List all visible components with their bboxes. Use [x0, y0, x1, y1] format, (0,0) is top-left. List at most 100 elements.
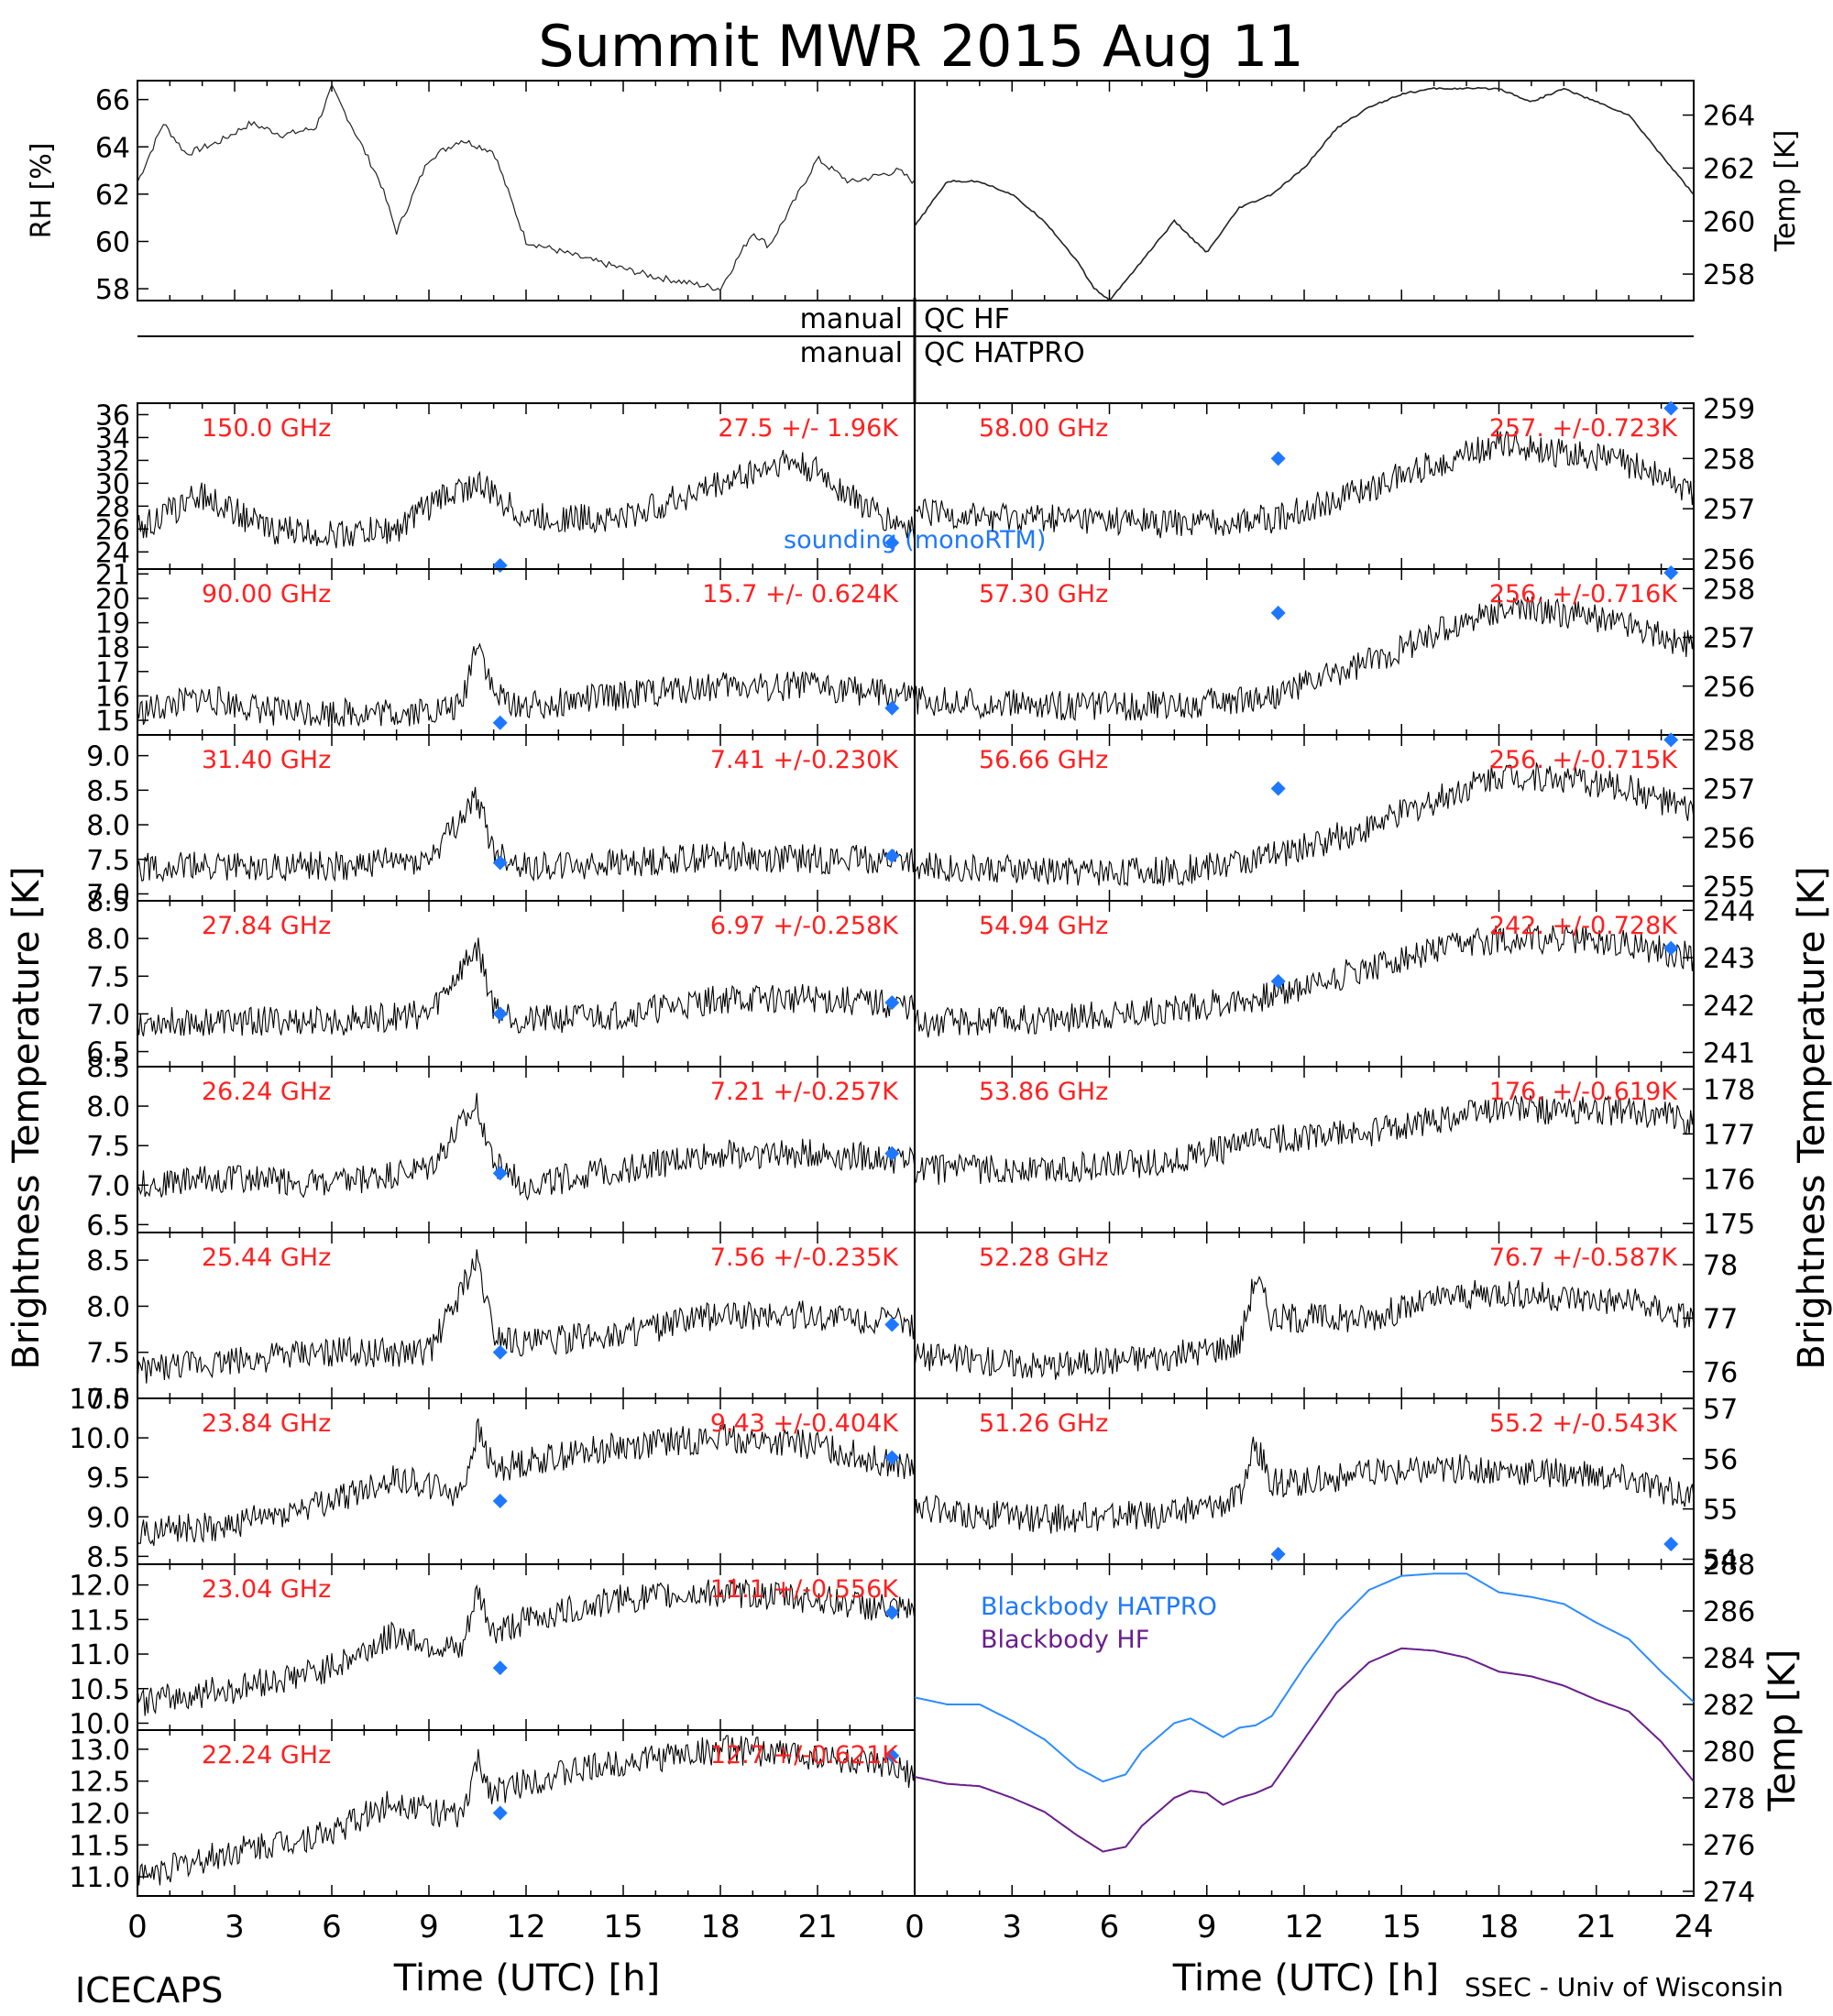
- sounding-marker: [1663, 732, 1679, 748]
- series-line-hf: [914, 1647, 1695, 1853]
- sounding-marker: [1663, 565, 1679, 580]
- sounding-marker: [884, 1605, 900, 1620]
- footer-right: SSEC - Univ of Wisconsin: [1465, 1972, 1784, 2002]
- sounding-marker: [1270, 1547, 1286, 1562]
- y-tick-label: 8.5: [86, 775, 130, 807]
- footer-left: ICECAPS: [75, 1970, 223, 2011]
- sounding-marker: [1270, 451, 1286, 466]
- frequency-label: 52.28 GHz: [979, 1244, 1108, 1272]
- data-trace: [914, 1436, 1695, 1534]
- y-tick-label: 7.0: [86, 879, 130, 911]
- panel-R7: 54 55 56 57 51.26 GHz 55.2 +/-0.543K: [914, 1394, 1738, 1577]
- x-tick-label: 6: [1100, 1909, 1120, 1945]
- panel-L8: 10.010.511.011.512.0 23.04 GHz 11.1 +/-0.5…: [69, 1563, 916, 1740]
- x-tick-label: 9: [419, 1909, 439, 1945]
- y-tick-label: 8.5: [86, 886, 130, 918]
- x-tick-label: 3: [225, 1909, 245, 1945]
- y-tick-label: 18: [95, 632, 130, 664]
- y-axis-label-rh: RH [%]: [26, 143, 58, 239]
- y-tick-label: 7.5: [86, 1131, 130, 1163]
- sounding-marker: [492, 715, 508, 730]
- y-tick-label: 17: [95, 657, 130, 689]
- frequency-label: 57.30 GHz: [979, 580, 1108, 608]
- frequency-label: 54.94 GHz: [979, 912, 1108, 940]
- x-tick-label: 18: [1479, 1909, 1519, 1945]
- panel-L4: 6.5 7.0 7.5 8.0 8.5 27.84 GHz 6.97 +/-0.258K: [86, 886, 916, 1069]
- stats-label: 12.7 +/-0.621K: [710, 1741, 899, 1769]
- y-tick-label: 10.0: [69, 1708, 130, 1740]
- panel-L9: 11.011.512.012.513.0 22.24 GHz 12.7 +/-0.6…: [69, 1729, 916, 1897]
- y-tick-label: 7.5: [86, 961, 130, 993]
- sounding-marker: [492, 1805, 508, 1821]
- sounding-marker: [492, 1660, 508, 1676]
- sounding-marker: [1270, 781, 1286, 796]
- y-tick-label: 12.5: [69, 1767, 130, 1799]
- y-tick-label: 243: [1703, 943, 1755, 975]
- y-tick-label: 244: [1703, 895, 1755, 927]
- x-tick-label: 21: [1576, 1909, 1616, 1945]
- stats-label: 76.7 +/-0.587K: [1489, 1244, 1678, 1272]
- stats-label: 257. +/-0.723K: [1489, 414, 1678, 443]
- y-tick-label: 13.0: [69, 1735, 130, 1767]
- y-tick-label: 11.5: [69, 1830, 130, 1862]
- panel-R3: 255 256 257 258 56.66 GHz 256. +/-0.715K: [914, 725, 1755, 904]
- panel-L3: 7.07.58.08.59.0 31.40 GHz 7.41 +/-0.230K: [86, 734, 916, 911]
- panel-R1: 256 257 258 259 58.00 GHz 257. +/-0.723K: [914, 393, 1755, 576]
- y-axis-label-R8: Temp [K]: [1762, 1649, 1804, 1813]
- sounding-marker: [492, 1166, 508, 1181]
- y-tick-label: 28: [95, 491, 130, 523]
- data-trace: [914, 1276, 1695, 1380]
- sounding-marker: [492, 1494, 508, 1509]
- stats-label: 256. +/-0.715K: [1489, 746, 1678, 774]
- y-tick-label: 262: [1703, 153, 1755, 185]
- sounding-marker: [1270, 973, 1286, 989]
- data-trace: [914, 595, 1695, 721]
- y-tick-label: 259: [1703, 393, 1755, 425]
- y-tick-label: 30: [95, 468, 130, 500]
- y-tick-label: 8.5: [86, 1052, 130, 1084]
- y-tick-label: 257: [1703, 623, 1755, 655]
- y-tick-label: 60: [95, 226, 130, 258]
- sounding-marker: [884, 848, 900, 863]
- x-tick-label: 15: [1382, 1909, 1421, 1945]
- sounding-marker: [884, 700, 900, 716]
- y-tick-label: 258: [1703, 259, 1755, 291]
- data-trace: [137, 449, 916, 549]
- frequency-label: 23.04 GHz: [202, 1575, 331, 1604]
- y-tick-label: 11.0: [69, 1639, 130, 1671]
- y-tick-label: 20: [95, 584, 130, 616]
- panel-R5: 175 176 177 178 53.86 GHz 176. +/-0.619K: [914, 1066, 1755, 1241]
- sounding-marker: [1663, 400, 1679, 416]
- y-tick-label: 16: [95, 681, 130, 713]
- qc-hatpro-right: QC HATPRO: [924, 337, 1085, 369]
- x-tick-label: 21: [797, 1909, 837, 1945]
- panel-R8: 274 276 278 280 282 284 286 288 Temp [K]: [914, 1550, 1804, 1909]
- frequency-label: 150.0 GHz: [202, 414, 331, 443]
- y-tick-label: 264: [1703, 101, 1755, 133]
- y-tick-label: 288: [1703, 1550, 1755, 1582]
- panel-R2: 256 257 258 57.30 GHz 256. +/-0.716K: [914, 565, 1755, 736]
- data-trace: [914, 1094, 1695, 1185]
- data-trace: [137, 786, 916, 883]
- y-tick-label: 258: [1703, 725, 1755, 757]
- y-tick-label: 7.5: [86, 845, 130, 877]
- y-tick-label: 241: [1703, 1037, 1755, 1069]
- y-tick-label: 7.0: [86, 1170, 130, 1202]
- panel-temp: 258 260 262 264 Temp [K]: [914, 80, 1802, 301]
- panel-L6: 7.0 7.5 8.0 8.5 25.44 GHz 7.56 +/-0.235K: [86, 1232, 916, 1416]
- y-tick-label: 6.5: [86, 1037, 130, 1069]
- stats-label: 55.2 +/-0.543K: [1489, 1409, 1678, 1438]
- y-tick-label: 76: [1703, 1357, 1738, 1389]
- x-axis-label-left: Time (UTC) [h]: [393, 1957, 660, 2000]
- y-tick-label: 258: [1703, 444, 1755, 476]
- sounding-marker: [1663, 940, 1679, 956]
- y-tick-label: 286: [1703, 1596, 1755, 1628]
- y-tick-label: 9.5: [86, 1463, 130, 1495]
- series-line-hatpro: [914, 1572, 1695, 1783]
- data-line: [137, 82, 916, 291]
- y-tick-label: 77: [1703, 1303, 1738, 1335]
- sounding-marker: [492, 1344, 508, 1360]
- y-tick-label: 54: [1703, 1545, 1738, 1577]
